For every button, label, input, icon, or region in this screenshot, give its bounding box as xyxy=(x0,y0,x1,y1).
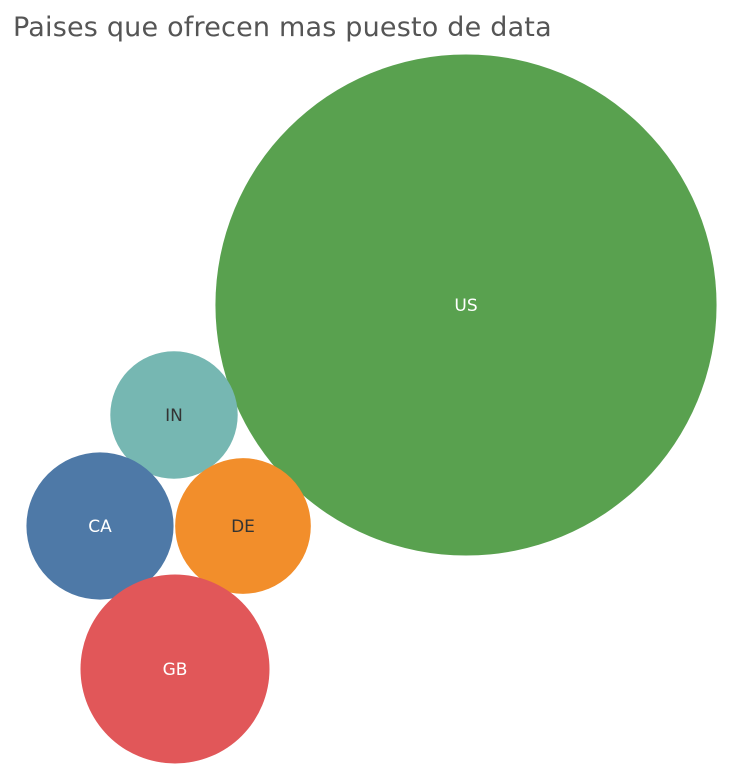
bubble-in[interactable] xyxy=(110,351,238,479)
bubble-de[interactable] xyxy=(175,458,311,594)
bubble-ca[interactable] xyxy=(26,452,174,600)
bubble-gb[interactable] xyxy=(80,574,270,764)
bubble-label-in: IN xyxy=(165,406,183,426)
bubble-label-us: US xyxy=(454,296,477,316)
bubble-label-gb: GB xyxy=(163,660,188,680)
bubble-label-ca: CA xyxy=(88,517,112,537)
chart-title: Paises que ofrecen mas puesto de data xyxy=(13,12,552,43)
bubble-us[interactable] xyxy=(215,54,717,556)
bubble-label-de: DE xyxy=(231,517,255,537)
